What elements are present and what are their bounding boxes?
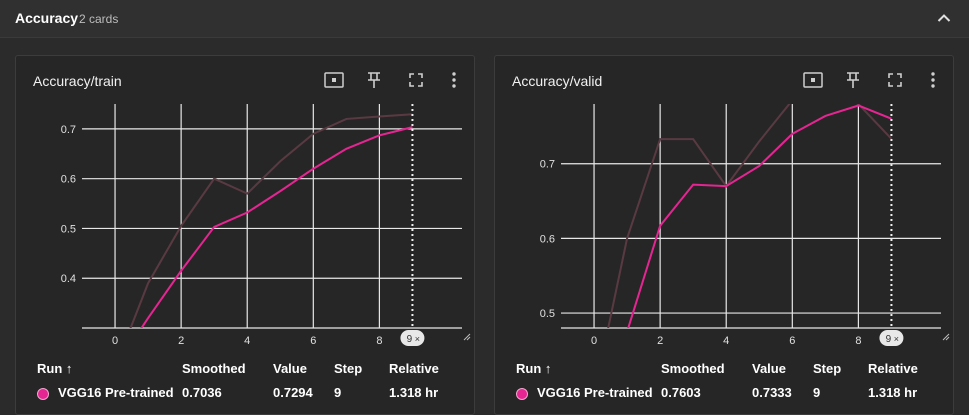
chart-plot[interactable]: 0.5 0.6 0.7 0 2 4 6 8 9 × bbox=[495, 96, 954, 356]
resize-handle-icon[interactable] bbox=[942, 333, 950, 341]
legend-cell-relative: 1.318 hr bbox=[868, 385, 918, 400]
collapse-section-button[interactable] bbox=[933, 7, 955, 29]
x-tick-label: 2 bbox=[178, 335, 184, 347]
legend-header-smoothed: Smoothed bbox=[661, 361, 725, 376]
section-title: Accuracy bbox=[15, 10, 79, 26]
chevron-up-icon bbox=[937, 14, 951, 22]
x-tick-label: 4 bbox=[244, 335, 250, 347]
legend-cell-step: 9 bbox=[334, 385, 342, 400]
legend-cell-run: VGG16 Pre-trained bbox=[537, 385, 653, 400]
x-tick-label: 6 bbox=[789, 335, 795, 347]
fit-domain-icon bbox=[803, 72, 823, 88]
x-tick-label: 8 bbox=[855, 335, 861, 347]
legend-header-smoothed: Smoothed bbox=[182, 361, 246, 376]
fullscreen-button[interactable] bbox=[882, 67, 908, 93]
hover-step-value: 9 bbox=[407, 334, 413, 345]
run-color-swatch[interactable] bbox=[516, 388, 528, 400]
legend-cell-run: VGG16 Pre-trained bbox=[58, 385, 174, 400]
hover-step-value: 9 bbox=[886, 334, 892, 345]
pin-button[interactable] bbox=[840, 67, 866, 93]
run-color-swatch[interactable] bbox=[37, 388, 49, 400]
more-options-button[interactable] bbox=[441, 67, 467, 93]
legend-cell-smoothed: 0.7036 bbox=[182, 385, 222, 400]
pin-icon bbox=[368, 72, 380, 88]
y-tick-label: 0.7 bbox=[61, 124, 76, 136]
smoothed-series-line bbox=[140, 126, 413, 328]
legend-cell-value: 0.7294 bbox=[273, 385, 313, 400]
fit-domain-icon bbox=[324, 72, 344, 88]
legend-cell-relative: 1.318 hr bbox=[389, 385, 439, 400]
x-tick-label: 6 bbox=[310, 335, 316, 347]
smoothed-series-line bbox=[627, 104, 892, 328]
legend-header-step: Step bbox=[813, 361, 842, 376]
scalar-card: Accuracy/valid 0.5 0.6 0.7 0 2 4 6 8 9 × Run ↑ VGG16… bbox=[494, 55, 954, 415]
pin-button[interactable] bbox=[361, 67, 387, 93]
close-icon: × bbox=[894, 334, 899, 344]
section-header[interactable]: Accuracy 2 cards bbox=[0, 0, 969, 38]
raw-series-line bbox=[607, 104, 893, 328]
y-tick-label: 0.5 bbox=[61, 223, 76, 235]
section-card-count: 2 cards bbox=[79, 12, 119, 26]
resize-handle-icon[interactable] bbox=[463, 333, 471, 341]
legend-cell-value: 0.7333 bbox=[752, 385, 792, 400]
card-title: Accuracy/valid bbox=[512, 73, 603, 89]
fit-domain-button[interactable] bbox=[800, 67, 826, 93]
x-tick-label: 2 bbox=[657, 335, 663, 347]
y-tick-label: 0.6 bbox=[61, 174, 76, 186]
raw-series-line bbox=[129, 113, 413, 328]
legend-header-relative: Relative bbox=[868, 361, 918, 376]
x-tick-label: 4 bbox=[723, 335, 729, 347]
legend-header-value: Value bbox=[273, 361, 307, 376]
pin-icon bbox=[847, 72, 859, 88]
fit-domain-button[interactable] bbox=[321, 67, 347, 93]
legend-header-value: Value bbox=[752, 361, 786, 376]
y-tick-label: 0.5 bbox=[540, 308, 555, 320]
legend-header-run[interactable]: Run ↑ bbox=[516, 361, 552, 376]
legend-header-relative: Relative bbox=[389, 361, 439, 376]
legend-header-step: Step bbox=[334, 361, 363, 376]
fullscreen-button[interactable] bbox=[403, 67, 429, 93]
hover-step-badge[interactable]: 9 × bbox=[400, 330, 425, 346]
legend-cell-smoothed: 0.7603 bbox=[661, 385, 701, 400]
more-vert-icon bbox=[931, 72, 935, 88]
y-tick-label: 0.6 bbox=[540, 233, 555, 245]
legend-cell-step: 9 bbox=[813, 385, 821, 400]
x-tick-label: 0 bbox=[112, 335, 118, 347]
y-tick-label: 0.7 bbox=[540, 159, 555, 171]
more-options-button[interactable] bbox=[920, 67, 946, 93]
x-tick-label: 8 bbox=[376, 335, 382, 347]
scalar-card: Accuracy/train 0.4 0.5 0.6 0.7 0 2 4 6 8 9 × Run ↑ VG… bbox=[15, 55, 475, 415]
x-tick-label: 0 bbox=[591, 335, 597, 347]
hover-step-badge[interactable]: 9 × bbox=[879, 330, 904, 346]
y-tick-label: 0.4 bbox=[61, 273, 76, 285]
chart-plot[interactable]: 0.4 0.5 0.6 0.7 0 2 4 6 8 9 × bbox=[16, 96, 475, 356]
more-vert-icon bbox=[452, 72, 456, 88]
fullscreen-icon bbox=[409, 73, 423, 87]
card-title: Accuracy/train bbox=[33, 73, 122, 89]
legend-header-run[interactable]: Run ↑ bbox=[37, 361, 73, 376]
close-icon: × bbox=[415, 334, 420, 344]
fullscreen-icon bbox=[888, 73, 902, 87]
